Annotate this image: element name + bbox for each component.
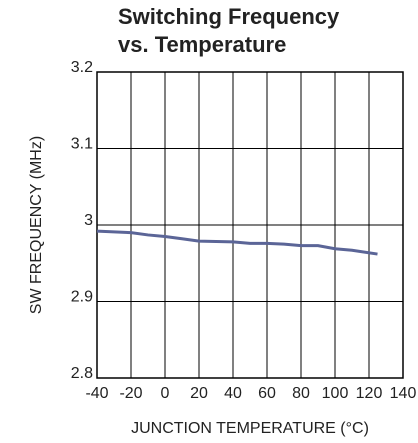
chart-title: Switching Frequency [118, 4, 340, 29]
y-tick-label: 2.8 [71, 365, 93, 382]
y-axis-label: SW FREQUENCY (MHz) [28, 136, 45, 314]
x-tick-label: 100 [322, 385, 349, 402]
plot-frame [96, 71, 404, 379]
x-tick-label: -20 [119, 385, 142, 402]
chart-title: vs. Temperature [118, 32, 286, 57]
x-tick-label: 40 [224, 385, 242, 402]
y-tick-label: 3.1 [71, 136, 93, 153]
x-tick-label: 120 [356, 385, 383, 402]
x-tick-label: 60 [258, 385, 276, 402]
x-tick-label: 140 [390, 385, 417, 402]
y-tick-label: 3.2 [71, 59, 93, 76]
x-tick-label: 20 [190, 385, 208, 402]
y-tick-label: 2.9 [71, 289, 93, 306]
x-tick-label: 80 [292, 385, 310, 402]
x-axis-label: JUNCTION TEMPERATURE (°C) [131, 420, 369, 437]
y-tick-label: 3 [84, 212, 93, 229]
x-tick-label: 0 [161, 385, 170, 402]
data-line [96, 229, 378, 256]
x-tick-label: -40 [85, 385, 108, 402]
